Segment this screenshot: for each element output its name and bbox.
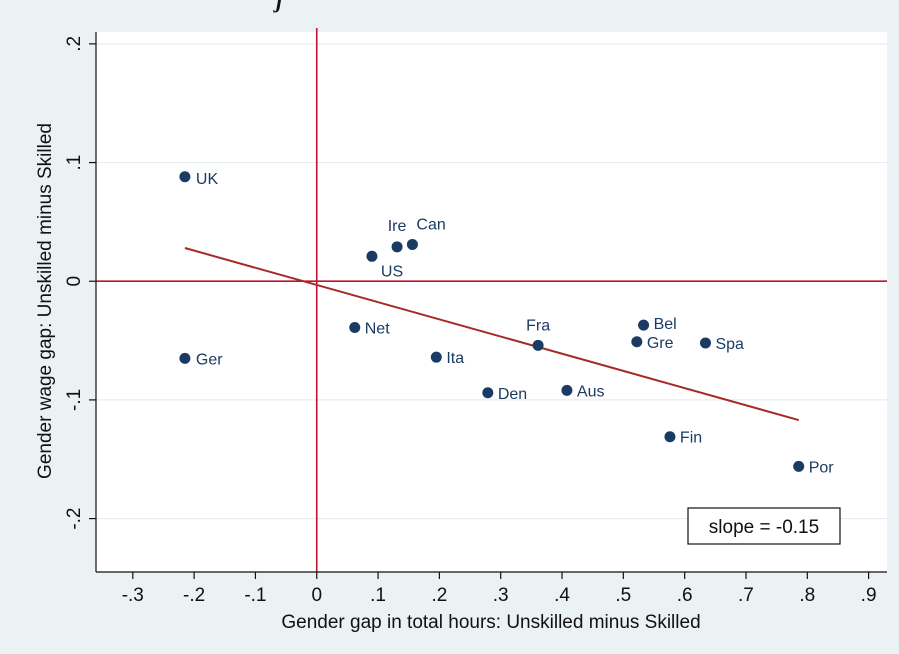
- fit-line: [184, 247, 799, 422]
- x-tick-label: .9: [861, 585, 877, 606]
- point-label-fra: Fra: [526, 317, 550, 334]
- plot-area: [96, 32, 887, 572]
- point-label-uk: UK: [196, 171, 219, 188]
- x-tick-label: .3: [493, 585, 509, 606]
- point-label-ita: Ita: [446, 350, 464, 367]
- data-point-por: [793, 460, 805, 472]
- x-tick-label: .5: [615, 585, 631, 606]
- y-axis: .2 .1 0 -.1 -.2: [64, 32, 97, 572]
- slope-annotation: slope = -0.15: [709, 517, 819, 538]
- x-tick-label: .1: [370, 585, 386, 606]
- point-label-bel: Bel: [654, 316, 677, 333]
- point-label-por: Por: [809, 459, 835, 476]
- y-tick-label: 0: [64, 276, 85, 287]
- point-label-den: Den: [498, 386, 527, 403]
- data-point-den: [482, 387, 494, 399]
- data-point-uk: [179, 171, 191, 183]
- point-label-aus: Aus: [577, 383, 605, 400]
- data-point-spa: [699, 337, 711, 349]
- y-axis-title: Gender wage gap: Unskilled minus Skilled: [35, 123, 56, 479]
- fit-line-group: [184, 247, 799, 422]
- data-point-us: [366, 250, 378, 262]
- x-tick-label: 0: [311, 585, 322, 606]
- point-label-net: Net: [365, 321, 390, 338]
- data-point-ger: [179, 352, 191, 364]
- reference-lines: [96, 28, 887, 572]
- y-tick-label: -.2: [64, 507, 85, 529]
- data-point-bel: [638, 319, 650, 331]
- point-label-fin: Fin: [680, 430, 702, 447]
- point-label-gre: Gre: [647, 335, 674, 352]
- data-points: UK Ger Ire Can US Net Ita Den Fra Aus Bel Gre Spa Fin…: [179, 171, 835, 476]
- data-point-aus: [561, 384, 573, 396]
- y-tick-label: .2: [64, 36, 85, 52]
- x-tick-label: .6: [677, 585, 693, 606]
- point-label-spa: Spa: [715, 336, 744, 353]
- point-label-ger: Ger: [196, 351, 223, 368]
- chart-title: j: [273, 0, 283, 13]
- data-point-ita: [430, 351, 442, 363]
- x-tick-label: .7: [738, 585, 754, 606]
- slope-box: [687, 507, 841, 545]
- point-label-can: Can: [416, 216, 445, 233]
- data-point-fin: [664, 431, 676, 443]
- x-tick-label: .2: [431, 585, 447, 606]
- y-tick-label: -.1: [64, 389, 85, 411]
- point-label-us: US: [381, 263, 403, 280]
- x-tick-label: -.3: [122, 585, 144, 606]
- point-label-ire: Ire: [388, 218, 407, 235]
- x-tick-label: -.1: [244, 585, 266, 606]
- x-tick-label: -.2: [183, 585, 205, 606]
- y-tick-label: .1: [64, 155, 85, 171]
- x-tick-label: .8: [799, 585, 815, 606]
- x-tick-label: .4: [554, 585, 570, 606]
- x-axis-title: Gender gap in total hours: Unskilled min…: [281, 612, 700, 633]
- data-point-can: [406, 238, 418, 250]
- data-point-gre: [631, 336, 643, 348]
- x-axis: -.3 -.2 -.1 0 .1 .2 .3 .4 .5 .6 .7 .8 .9: [96, 571, 887, 606]
- data-point-ire: [391, 241, 403, 253]
- data-point-net: [349, 322, 361, 334]
- data-point-fra: [532, 339, 544, 351]
- slope-annotation-box: slope = -0.15: [687, 507, 841, 545]
